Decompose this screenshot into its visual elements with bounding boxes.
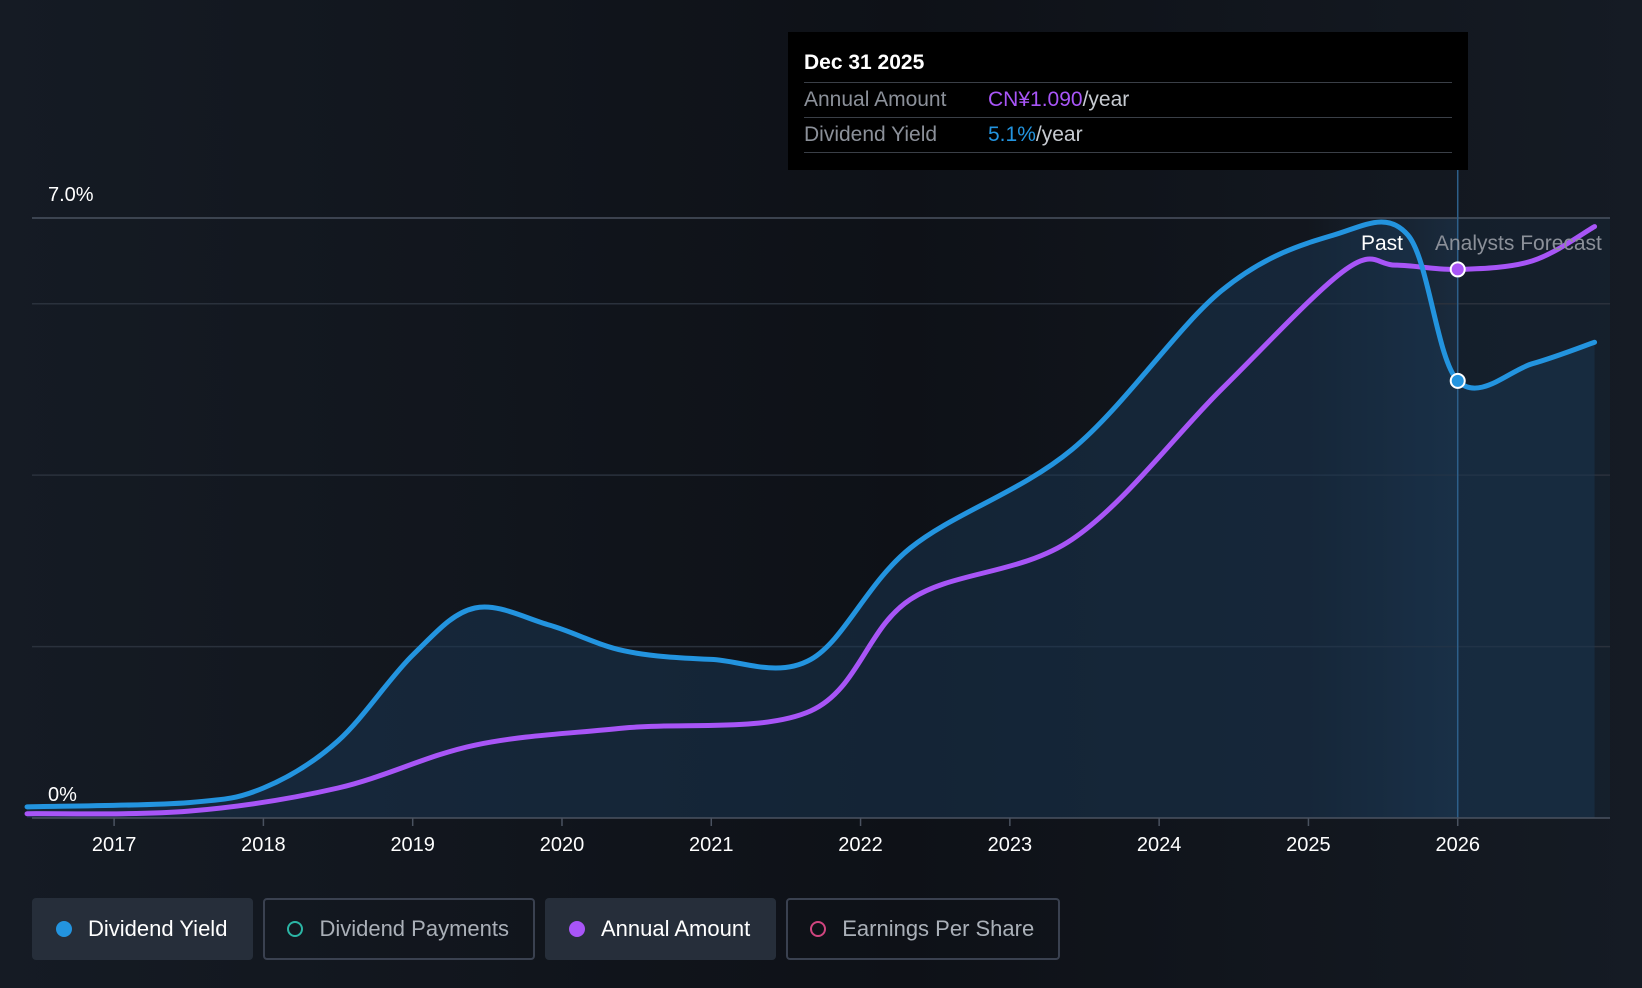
x-tick-label: 2021 (689, 834, 734, 856)
tooltip-date: Dec 31 2025 (804, 48, 1452, 83)
dividend-yield-line (24, 219, 1598, 810)
forecast-region-label: Analysts Forecast (1435, 232, 1602, 255)
x-tick-label: 2026 (1435, 834, 1480, 856)
past-region-label: Past (1361, 232, 1403, 255)
legend-annual-amount-button[interactable]: Annual Amount (544, 898, 777, 960)
x-axis-ticks: 2017 2018 2019 2020 2021 2022 2023 2024 2025 2026 (92, 818, 1480, 856)
legend-earnings-per-share-button[interactable]: Earnings Per Share (786, 898, 1061, 960)
x-tick-label: 2020 (540, 834, 585, 856)
legend-ring-icon (810, 921, 827, 937)
legend-label: Dividend Yield (88, 916, 228, 941)
dividend-yield-marker[interactable] (1449, 372, 1466, 389)
legend-dot-icon (568, 921, 585, 937)
tooltip-row-annual-amount: Annual Amount CN¥1.090 /year (804, 83, 1452, 118)
legend-label: Earnings Per Share (842, 916, 1035, 941)
x-tick-label: 2018 (241, 834, 286, 856)
legend-ring-icon (287, 921, 304, 937)
x-tick-label: 2022 (838, 834, 883, 856)
tooltip-value: 5.1% (988, 123, 1036, 146)
tooltip-label: Annual Amount (804, 88, 947, 111)
legend-label: Annual Amount (600, 916, 751, 941)
y-axis-bottom-label: 0% (48, 784, 77, 806)
x-tick-label: 2024 (1137, 834, 1182, 856)
legend-label: Dividend Payments (319, 916, 509, 941)
y-axis-top-label: 7.0% (48, 184, 94, 206)
legend-dividend-yield-button[interactable]: Dividend Yield (32, 898, 254, 960)
chart-legend: Dividend Yield Dividend Payments Annual … (32, 898, 1061, 960)
tooltip-value: CN¥1.090 (988, 88, 1083, 111)
dividend-yield-area (27, 221, 1595, 818)
tooltip-label: Dividend Yield (804, 123, 938, 146)
x-tick-label: 2019 (390, 834, 435, 856)
chart-tooltip: Dec 31 2025 Annual Amount CN¥1.090 /year… (788, 32, 1468, 170)
annual-amount-line (24, 224, 1598, 817)
x-tick-label: 2025 (1286, 834, 1331, 856)
legend-dividend-payments-button[interactable]: Dividend Payments (263, 898, 535, 960)
tooltip-row-dividend-yield: Dividend Yield 5.1% /year (804, 118, 1452, 153)
x-tick-label: 2023 (988, 834, 1033, 856)
tooltip-unit: /year (1035, 123, 1083, 146)
tooltip-unit: /year (1082, 88, 1130, 111)
legend-dot-icon (56, 921, 72, 937)
annual-amount-marker[interactable] (1449, 261, 1466, 278)
x-tick-label: 2017 (92, 834, 137, 856)
